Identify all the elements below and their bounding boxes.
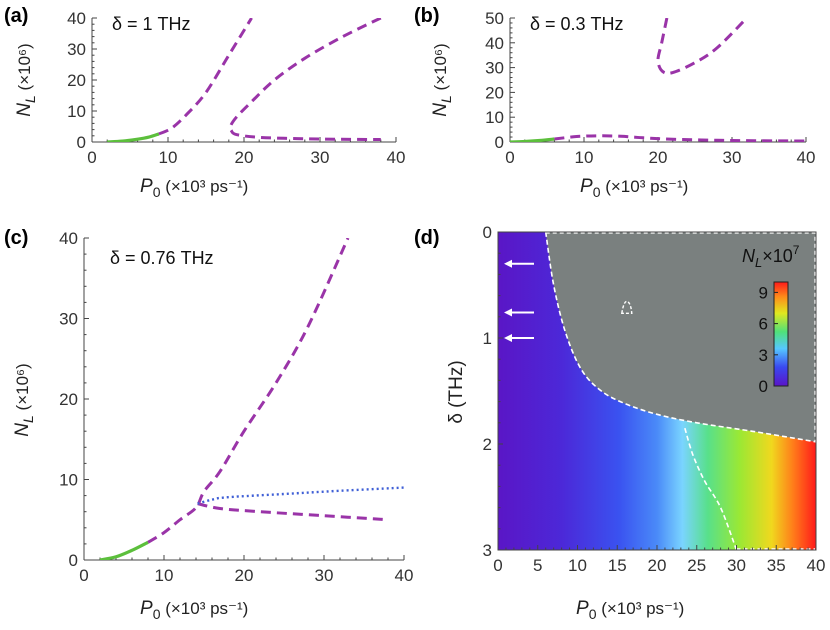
- x-tick-label: 0: [87, 148, 96, 167]
- x-tick-label: 20: [235, 566, 254, 585]
- series-line-unstable-dashed: [197, 502, 389, 522]
- y-tick-label: 0: [69, 551, 78, 570]
- delta-arrow: [504, 259, 534, 268]
- y-axis-label: δ (THz): [446, 360, 467, 423]
- y-tick-label: 40: [59, 229, 78, 248]
- y-tick-label: 0: [495, 133, 504, 152]
- colorbar: 0 3 6 9 NL×107: [742, 243, 800, 396]
- series-line-dotted: [197, 486, 404, 505]
- panel-label: (d): [414, 227, 440, 249]
- y-tick-label: 10: [59, 471, 78, 490]
- y-tick-label: 30: [67, 40, 86, 59]
- panel-label: (c): [4, 227, 28, 249]
- colorbar-gradient: [773, 281, 789, 387]
- panel-label: (a): [4, 5, 28, 27]
- y-tick-label: 1: [483, 329, 492, 348]
- x-axis-label: P0 (×10³ ps⁻¹): [140, 598, 248, 622]
- series-line-unstable-dashed: [656, 18, 748, 75]
- x-tick-label: 30: [311, 148, 330, 167]
- x-axis-label: P0 (×10³ ps⁻¹): [580, 176, 688, 200]
- x-tick-label: 35: [767, 556, 786, 575]
- x-tick-label: 20: [648, 556, 667, 575]
- x-tick-label: 25: [687, 556, 706, 575]
- colorbar-tick-label: 6: [759, 315, 768, 334]
- x-tick-label: 20: [235, 148, 254, 167]
- gray-boundary-line: [544, 232, 816, 443]
- y-tick-label: 0: [77, 133, 86, 152]
- y-tick-label: 3: [483, 541, 492, 560]
- y-tick-label: 20: [67, 71, 86, 90]
- x-axis-label: P0 (×10³ ps⁻¹): [576, 598, 684, 622]
- x-tick-label: 30: [727, 556, 746, 575]
- y-tick-label: 50: [485, 9, 504, 28]
- y-tick-label: 10: [67, 102, 86, 121]
- x-axis-label: P0 (×10³ ps⁻¹): [140, 176, 248, 200]
- panel-b: 0 10 20 30 40 0 10 20 30 40 50 (b) δ = 0.3 THz P0 (×1…: [414, 5, 815, 200]
- y-tick-label: 30: [485, 59, 504, 78]
- series-line-unstable-dashed: [228, 18, 382, 142]
- x-tick-label: 10: [575, 148, 594, 167]
- delta-annotation: δ = 0.76 THz: [110, 248, 214, 268]
- colorbar-tick-label: 9: [759, 283, 768, 302]
- y-axis-label: NL (×10⁶): [12, 363, 36, 436]
- series-group: [107, 18, 382, 142]
- y-tick-label: 40: [485, 34, 504, 53]
- y-tick-label: 0: [483, 223, 492, 242]
- x-tick-label: 30: [723, 148, 742, 167]
- series-group: [99, 238, 404, 560]
- x-tick-label: 40: [807, 556, 826, 575]
- heatmap-area: [498, 232, 816, 550]
- x-tick-label: 40: [387, 148, 406, 167]
- inner-boundary-line: [684, 427, 738, 550]
- x-tick-label: 40: [395, 566, 414, 585]
- x-tick-label: 0: [79, 566, 88, 585]
- x-tick-label: 40: [797, 148, 816, 167]
- x-tick-label: 10: [155, 566, 174, 585]
- delta-arrow: [504, 308, 534, 317]
- series-line-stable-solid: [107, 132, 160, 142]
- y-tick-label: 2: [483, 435, 492, 454]
- y-axis-label: NL (×10⁶): [430, 43, 454, 116]
- colorbar-title: NL×107: [742, 243, 800, 270]
- series-line-stable-solid: [510, 137, 555, 142]
- x-tick-label: 10: [159, 148, 178, 167]
- x-tick-label: 0: [505, 148, 514, 167]
- y-tick-label: 40: [67, 9, 86, 28]
- y-axis-label: NL (×10⁶): [14, 43, 38, 116]
- series-line-stable-solid: [99, 540, 149, 560]
- y-tick-label: 30: [59, 310, 78, 329]
- y-tick-label: 20: [485, 83, 504, 102]
- panel-a: 0 10 20 30 40 0 10 20 30 40 (a) δ = 1 THz P0 (×10³ p…: [4, 5, 405, 200]
- colorbar-tick-label: 0: [759, 377, 768, 396]
- series-line-unstable-dashed: [158, 18, 253, 136]
- panel-c: 0 10 20 30 40 0 10 20 30 40 (c) δ = 0.76 THz P0 (×10…: [4, 227, 413, 622]
- gray-edge-line: [545, 232, 816, 442]
- gray-region: [545, 232, 816, 442]
- y-tick-label: 20: [59, 390, 78, 409]
- x-tick-label: 20: [649, 148, 668, 167]
- x-tick-label: 5: [533, 556, 542, 575]
- x-tick-label: 15: [608, 556, 627, 575]
- x-tick-label: 10: [568, 556, 587, 575]
- delta-annotation: δ = 0.3 THz: [530, 14, 624, 34]
- series-group: [510, 18, 806, 142]
- x-tick-label: 30: [315, 566, 334, 585]
- panel-label: (b): [414, 5, 440, 27]
- x-tick-label: 0: [493, 556, 502, 575]
- y-tick-label: 10: [485, 108, 504, 127]
- colorbar-tick-label: 3: [759, 346, 768, 365]
- series-line-unstable-dashed: [554, 134, 806, 142]
- delta-arrow: [504, 334, 534, 342]
- delta-annotation: δ = 1 THz: [112, 14, 191, 34]
- small-loop: [620, 300, 633, 315]
